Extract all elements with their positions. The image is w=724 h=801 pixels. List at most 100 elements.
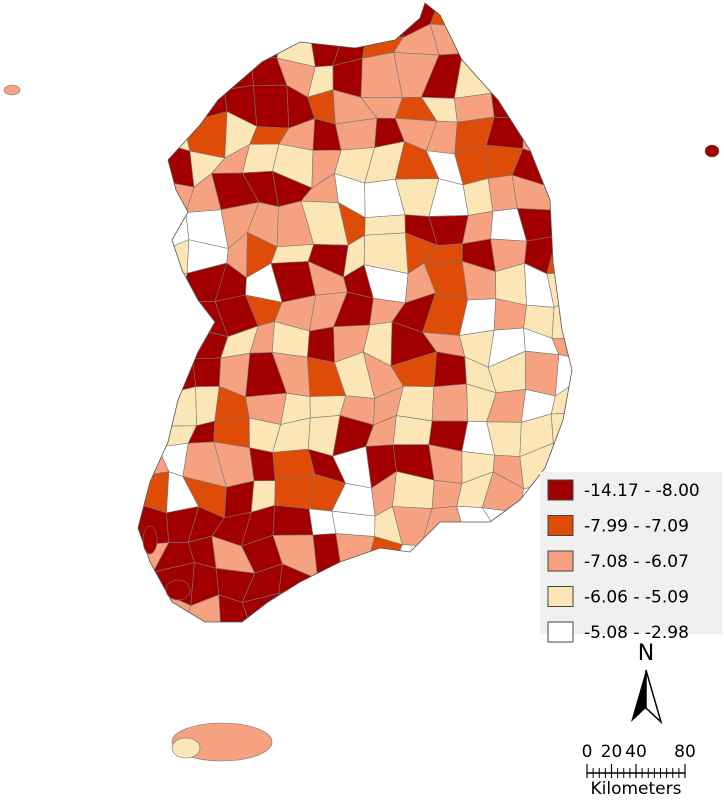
region <box>551 3 572 30</box>
scale-tick-label: 20 <box>601 742 623 762</box>
region <box>522 116 545 156</box>
legend-label: -7.99 - -7.09 <box>584 517 689 537</box>
region <box>373 602 404 622</box>
region <box>138 590 164 622</box>
arrow-right <box>645 669 663 725</box>
region <box>241 25 282 59</box>
region <box>241 3 284 31</box>
legend: -14.17 - -8.00 -7.99 - -7.09 -7.08 - -6.07… <box>540 472 722 643</box>
region <box>431 383 469 422</box>
region <box>487 3 523 31</box>
region <box>138 3 160 27</box>
region <box>513 66 558 92</box>
region <box>393 566 434 607</box>
region <box>462 178 494 216</box>
scale-tick-label: 0 <box>582 742 593 762</box>
region <box>395 385 435 422</box>
region <box>280 3 317 31</box>
region <box>511 562 545 601</box>
region <box>546 235 572 275</box>
legend-label: -7.08 - -6.07 <box>584 552 689 572</box>
region <box>488 531 524 572</box>
region <box>138 143 166 183</box>
region <box>586 271 614 295</box>
island <box>165 579 191 601</box>
region <box>515 84 546 119</box>
region <box>458 624 497 658</box>
region <box>549 187 572 215</box>
region <box>302 628 338 664</box>
region <box>138 26 161 64</box>
region <box>587 29 617 67</box>
region <box>367 3 404 39</box>
region <box>335 533 376 578</box>
region <box>161 292 183 327</box>
region <box>425 568 460 604</box>
region <box>542 116 572 158</box>
region <box>433 351 467 388</box>
region <box>571 353 572 386</box>
region <box>138 202 167 250</box>
region <box>281 628 316 667</box>
region <box>337 3 374 28</box>
region <box>571 93 572 130</box>
region <box>152 123 191 152</box>
region <box>315 573 348 605</box>
region <box>574 153 618 187</box>
region <box>541 154 572 189</box>
region <box>155 3 199 32</box>
region <box>138 264 168 305</box>
region <box>363 638 396 659</box>
arrow-left <box>631 670 646 722</box>
region <box>571 55 572 96</box>
region <box>192 357 222 388</box>
region <box>138 80 154 129</box>
region <box>138 425 163 453</box>
island <box>142 525 158 555</box>
region <box>482 562 524 601</box>
region <box>307 326 335 363</box>
region <box>581 212 613 238</box>
region <box>551 24 572 68</box>
scale-bar: Kilometers 0 20 40 80 <box>582 742 696 799</box>
region <box>428 633 462 657</box>
coastline <box>137 2 573 623</box>
legend-swatch <box>547 621 574 643</box>
region <box>152 80 193 128</box>
region <box>274 473 316 510</box>
region <box>459 590 498 622</box>
region <box>138 59 161 86</box>
region <box>223 55 254 91</box>
region <box>138 353 156 397</box>
region <box>158 25 199 64</box>
region <box>191 55 225 91</box>
region <box>549 209 572 240</box>
region <box>272 505 314 536</box>
region <box>184 626 228 663</box>
region <box>221 628 252 666</box>
region <box>571 381 572 423</box>
region <box>429 3 459 27</box>
region <box>161 272 188 303</box>
region <box>253 84 290 129</box>
region <box>513 24 558 68</box>
region <box>578 0 617 32</box>
jeju-west <box>171 737 201 759</box>
region <box>457 25 490 63</box>
region <box>218 594 253 622</box>
region <box>428 444 463 484</box>
region <box>315 590 348 622</box>
region <box>363 566 404 607</box>
region <box>554 354 572 397</box>
region <box>337 638 374 664</box>
region <box>193 3 225 38</box>
region <box>337 602 378 622</box>
region <box>490 84 525 119</box>
region <box>341 573 378 605</box>
region <box>251 628 288 667</box>
region <box>308 3 348 25</box>
region <box>134 635 163 662</box>
region <box>585 294 614 339</box>
legend-swatch <box>547 515 574 536</box>
